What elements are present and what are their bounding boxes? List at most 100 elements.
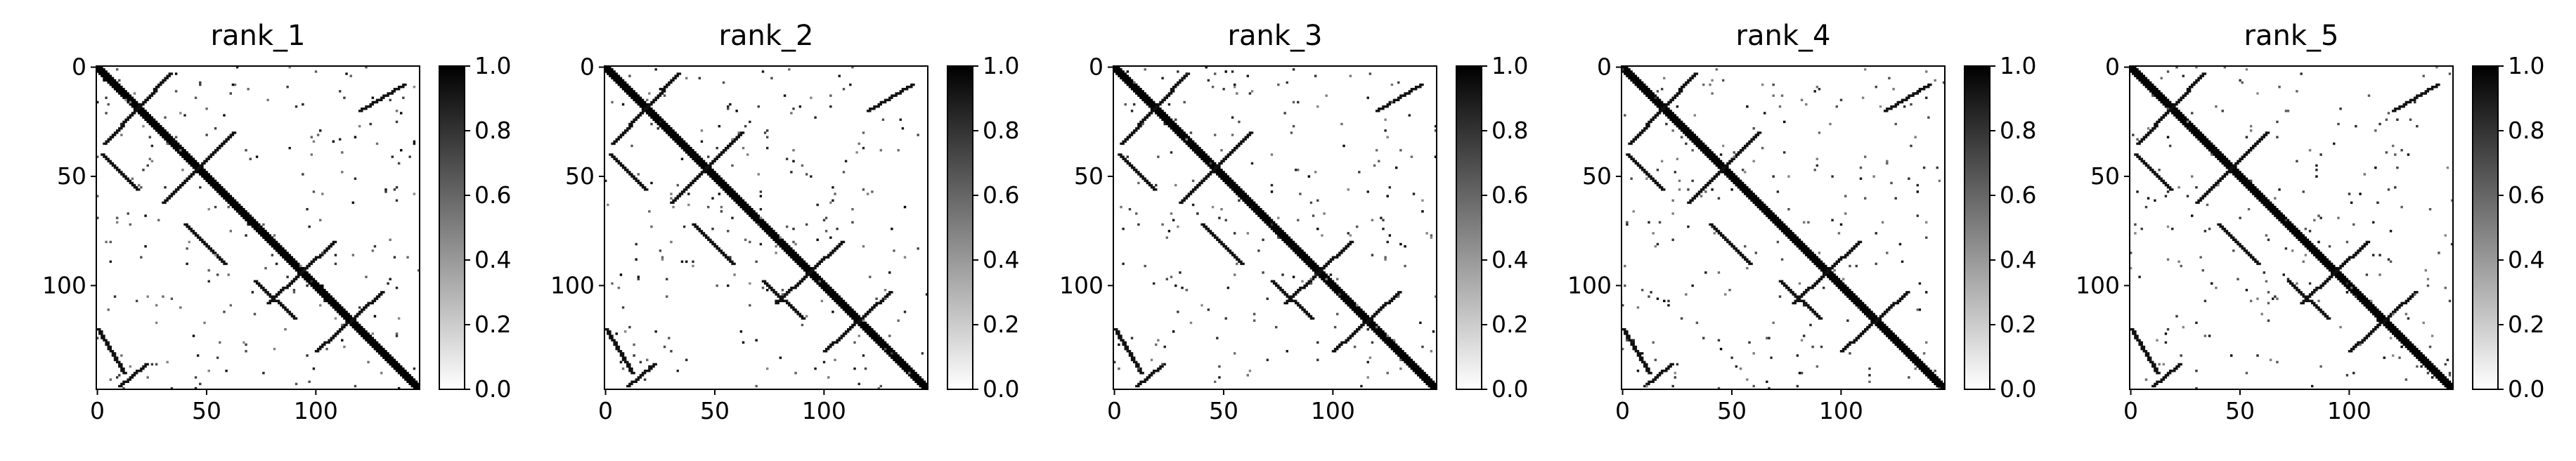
heatmap-cell-diagonal <box>131 98 134 102</box>
heatmap-cell-diagonal <box>1861 311 1865 313</box>
heatmap-cell-contact <box>138 108 141 110</box>
heatmap-cell-diagonal <box>1238 195 1241 197</box>
heatmap-cell-sparse <box>1191 203 1195 207</box>
heatmap-cell-contact <box>1224 157 1227 160</box>
heatmap-cell-diagonal <box>221 195 224 197</box>
heatmap-cell-contact <box>775 291 777 294</box>
heatmap-cell-contact <box>737 134 740 136</box>
heatmap-cell-diagonal <box>271 238 274 241</box>
heatmap-cell-contact <box>733 140 736 143</box>
heatmap-cell-contact <box>1321 269 1323 272</box>
heatmap-cell-diagonal <box>194 162 198 165</box>
heatmap-cell-diagonal <box>607 68 609 71</box>
heatmap-cell-contact <box>111 350 115 353</box>
heatmap-cell-contact <box>115 131 119 134</box>
heatmap-cell-diagonal <box>680 144 684 148</box>
heatmap-cell-contact <box>866 110 869 112</box>
heatmap-cell-sparse <box>131 177 134 180</box>
heatmap-cell-contact <box>168 195 171 197</box>
heatmap-cell-diagonal <box>781 242 784 246</box>
heatmap-cell-diagonal <box>1877 321 1880 325</box>
heatmap-cell-contact <box>277 301 280 305</box>
heatmap-cell-diagonal <box>306 280 309 283</box>
heatmap-cell-contact <box>637 116 640 119</box>
heatmap-cell-contact <box>98 327 101 331</box>
heatmap-cell-diagonal <box>1807 247 1810 250</box>
heatmap-cell-diagonal <box>864 327 867 331</box>
heatmap-cell-diagonal <box>1177 134 1179 136</box>
heatmap-cell-sparse <box>395 110 399 112</box>
heatmap-cell-diagonal <box>389 356 391 359</box>
heatmap-cell-diagonal <box>871 327 874 331</box>
heatmap-cell-sparse <box>650 225 653 228</box>
heatmap-cell-sparse <box>1384 258 1387 261</box>
heatmap-cell-diagonal <box>1634 81 1638 84</box>
heatmap-cell-sparse <box>893 249 895 252</box>
heatmap-cell-diagonal <box>1203 155 1205 158</box>
heatmap-cell-diagonal <box>641 98 645 102</box>
heatmap-cell-diagonal <box>1388 343 1392 346</box>
heatmap-cell-diagonal <box>635 94 637 97</box>
heatmap-cell-contact <box>1307 282 1311 285</box>
heatmap-cell-contact <box>1126 347 1130 351</box>
heatmap-cell-diagonal <box>803 262 806 266</box>
heatmap-cell-diagonal <box>692 157 694 160</box>
heatmap-cell-diagonal <box>1739 186 1742 189</box>
heatmap-cell-diagonal <box>650 112 653 115</box>
heatmap-cell-diagonal <box>1652 92 1655 95</box>
heatmap-cell-sparse <box>617 286 621 290</box>
heatmap-cell-diagonal <box>1233 188 1236 191</box>
heatmap-cell-diagonal <box>805 262 808 266</box>
heatmap-cell-contact <box>113 354 117 357</box>
heatmap-cell-diagonal <box>1297 247 1300 250</box>
heatmap-cell-diagonal <box>1837 278 1841 280</box>
heatmap-cell-contact <box>275 299 278 302</box>
heatmap-cell-diagonal <box>1704 147 1707 150</box>
heatmap-cell-diagonal <box>157 127 160 130</box>
heatmap-cell-diagonal <box>101 68 103 71</box>
heatmap-cell-diagonal <box>1770 219 1773 221</box>
heatmap-cell-diagonal <box>319 284 322 287</box>
heatmap-cell-diagonal <box>199 169 202 171</box>
heatmap-cell-diagonal <box>1281 234 1284 237</box>
heatmap-cell-diagonal <box>284 256 287 259</box>
heatmap-cell-sparse <box>727 230 730 233</box>
heatmap-cell-contact <box>1179 81 1182 84</box>
heatmap-cell-contact <box>1329 260 1333 264</box>
heatmap-cell-diagonal <box>1342 299 1345 302</box>
heatmap-cell-diagonal <box>1783 228 1786 230</box>
heatmap-cell-diagonal <box>1189 140 1193 143</box>
heatmap-cell-diagonal <box>1288 238 1291 241</box>
heatmap-cell-diagonal <box>1719 160 1723 163</box>
heatmap-cell-contact <box>1224 245 1227 248</box>
heatmap-cell-diagonal <box>1345 301 1347 305</box>
heatmap-cell-sparse <box>295 105 298 108</box>
heatmap-cell-diagonal <box>844 304 848 307</box>
heatmap-cell-sparse <box>339 90 342 93</box>
heatmap-cell-diagonal <box>107 81 110 84</box>
heatmap-cell-diagonal <box>694 160 697 163</box>
heatmap-cell-diagonal <box>903 370 907 372</box>
heatmap-cell-diagonal <box>330 301 332 305</box>
heatmap-cell-diagonal <box>923 384 926 388</box>
heatmap-cell-diagonal <box>607 70 609 73</box>
heatmap-cell-contact <box>639 183 642 187</box>
heatmap-cell-contact <box>1397 98 1400 102</box>
heatmap-cell-diagonal <box>133 100 136 104</box>
heatmap-cell-diagonal <box>1392 347 1396 351</box>
heatmap-cell-contact <box>1294 299 1297 302</box>
heatmap-cell-diagonal <box>249 216 252 219</box>
heatmap-cell-diagonal <box>219 188 221 191</box>
heatmap-cell-sparse <box>334 262 337 266</box>
heatmap-cell-sparse <box>822 219 826 221</box>
heatmap-cell-diagonal <box>1303 260 1306 264</box>
heatmap-cell-diagonal <box>1198 151 1201 154</box>
heatmap-cell-sparse <box>903 256 907 259</box>
heatmap-cell-sparse <box>1189 321 1193 325</box>
heatmap-cell-contact <box>205 160 208 163</box>
heatmap-cell-contact <box>628 171 631 174</box>
heatmap-cell-diagonal <box>1855 301 1858 305</box>
heatmap-cell-contact <box>1236 147 1238 150</box>
heatmap-cell-contact <box>637 181 640 185</box>
